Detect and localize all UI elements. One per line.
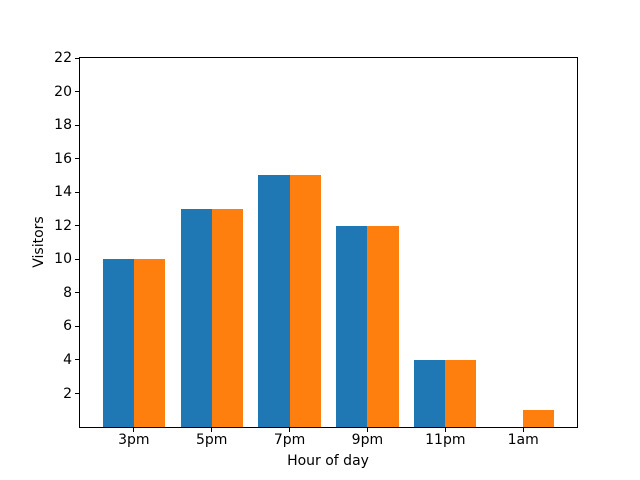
x-tick-label: 11pm [425,432,466,448]
x-tick-mark [522,428,524,432]
bar-3pm-orange-series [133,259,165,427]
x-tick-label: 1am [507,432,539,448]
y-tick-label: 22 [54,50,72,66]
bar-7pm-blue-series [258,175,290,427]
bar-5pm-blue-series [180,209,212,427]
x-tick-label: 5pm [195,432,228,448]
bar-7pm-orange-series [289,175,321,427]
plot-area [79,57,578,428]
x-axis-label: Hour of day [287,453,369,469]
y-tick-mark [75,225,79,227]
y-tick-label: 10 [54,251,72,268]
x-tick-label: 7pm [273,432,306,448]
y-tick-mark [75,57,79,59]
x-tick-label: 3pm [118,432,150,448]
y-tick-label: 2 [63,385,72,402]
bar-5pm-orange-series [211,209,243,427]
bar-9pm-blue-series [336,225,368,427]
y-tick-label: 20 [54,83,72,100]
y-tick-mark [75,91,79,92]
y-tick-mark [75,258,79,260]
bar-11pm-orange-series [445,359,477,427]
y-tick-mark [75,124,79,126]
y-tick-mark [75,158,79,160]
y-tick-label: 16 [54,150,72,167]
x-tick-mark [289,428,291,432]
y-tick-label: 18 [54,117,72,134]
y-tick-mark [75,191,79,193]
y-tick-label: 4 [63,351,72,368]
bar-1am-orange-series [523,410,555,427]
y-tick-label: 12 [54,217,72,234]
y-tick-label: 14 [54,184,72,201]
y-tick-mark [75,292,79,294]
bar-11pm-blue-series [414,359,446,427]
bar-9pm-orange-series [367,225,399,427]
y-tick-mark [75,393,79,394]
y-tick-label: 6 [63,318,72,335]
x-tick-mark [444,428,446,432]
bar-3pm-blue-series [102,259,134,427]
x-tick-mark [211,428,213,432]
x-tick-mark [133,428,135,432]
x-tick-label: 9pm [351,432,384,448]
y-tick-mark [75,325,79,327]
y-tick-mark [75,359,79,361]
y-tick-label: 8 [63,284,72,301]
x-tick-mark [366,428,368,432]
